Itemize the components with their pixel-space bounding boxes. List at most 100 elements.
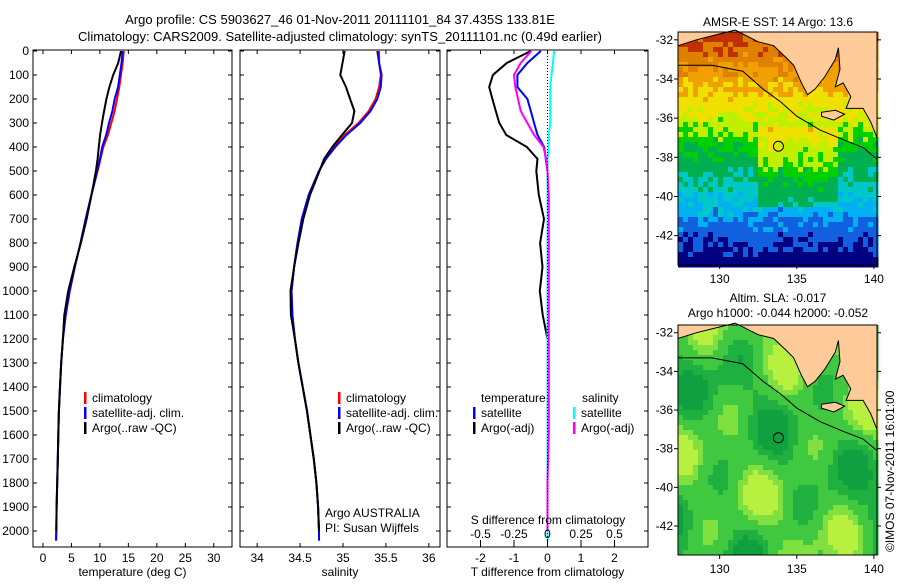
map-cell: [828, 127, 834, 133]
map-cell: [838, 117, 844, 123]
map-cell: [728, 242, 734, 248]
map-cell: [833, 107, 839, 113]
map-cell: [768, 525, 774, 531]
map-cell: [823, 530, 829, 536]
map-cell: [743, 330, 749, 336]
map-cell: [798, 232, 804, 238]
map-cell: [793, 157, 799, 163]
map-cell: [863, 520, 869, 526]
map-cell: [723, 132, 729, 138]
map-cell: [678, 207, 684, 213]
map-cell: [748, 132, 754, 138]
map-cell: [698, 97, 704, 103]
map-cell: [823, 197, 829, 203]
map-cell: [703, 232, 709, 238]
map-cell: [698, 167, 704, 173]
map-cell: [683, 47, 689, 53]
map-cell: [738, 142, 744, 148]
map-cell: [733, 520, 739, 526]
map-cell: [863, 420, 869, 426]
map-cell: [678, 440, 684, 446]
map-cell: [843, 540, 849, 546]
map-cell: [823, 550, 829, 556]
y-tick-label: -32: [656, 326, 674, 340]
map-cell: [698, 395, 704, 401]
map-cell: [753, 152, 759, 158]
map-cell: [813, 385, 819, 391]
map-cell: [838, 445, 844, 451]
map-cell: [693, 445, 699, 451]
map-cell: [828, 410, 834, 416]
map-cell: [758, 465, 764, 471]
map-cell: [753, 212, 759, 218]
map-cell: [798, 157, 804, 163]
map-cell: [748, 395, 754, 401]
map-cell: [873, 137, 879, 143]
map-cell: [698, 152, 704, 158]
map-cell: [743, 107, 749, 113]
map-cell: [688, 102, 694, 108]
map-cell: [708, 227, 714, 233]
map-cell: [873, 242, 879, 248]
map-cell: [798, 465, 804, 471]
map-cell: [763, 227, 769, 233]
map-cell: [768, 405, 774, 411]
map-cell: [828, 202, 834, 208]
map-cell: [738, 525, 744, 531]
map-cell: [843, 232, 849, 238]
map-cell: [698, 470, 704, 476]
map-cell: [808, 430, 814, 436]
map-cell: [778, 515, 784, 521]
map-cell: [693, 117, 699, 123]
map-cell: [823, 172, 829, 178]
map-cell: [733, 92, 739, 98]
sla-map: 130 135 140-32-34-36-38-40-42: [656, 322, 884, 576]
map-cell: [718, 102, 724, 108]
map-cell: [788, 500, 794, 506]
map-cell: [773, 365, 779, 371]
map-cell: [718, 87, 724, 93]
map-cell: [723, 550, 729, 556]
map-cell: [728, 370, 734, 376]
map-cell: [808, 485, 814, 491]
map-cell: [803, 520, 809, 526]
map-cell: [833, 87, 839, 93]
map-cell: [753, 540, 759, 546]
map-cell: [693, 112, 699, 118]
map-cell: [853, 192, 859, 198]
map-cell: [758, 102, 764, 108]
map-cell: [788, 465, 794, 471]
map-cell: [873, 535, 879, 541]
map-cell: [768, 132, 774, 138]
map-cell: [813, 87, 819, 93]
map-cell: [753, 197, 759, 203]
map-cell: [818, 460, 824, 466]
map-cell: [738, 455, 744, 461]
map-cell: [763, 520, 769, 526]
map-cell: [828, 520, 834, 526]
map-cell: [873, 520, 879, 526]
map-cell: [833, 177, 839, 183]
map-cell: [738, 365, 744, 371]
map-cell: [828, 192, 834, 198]
map-cell: [853, 167, 859, 173]
map-cell: [723, 172, 729, 178]
map-cell: [803, 177, 809, 183]
map-cell: [713, 395, 719, 401]
map-cell: [853, 247, 859, 253]
map-cell: [813, 242, 819, 248]
x-tick-label: 130: [710, 272, 730, 286]
map-cell: [788, 167, 794, 173]
map-cell: [823, 147, 829, 153]
map-cell: [833, 192, 839, 198]
map-cell: [783, 112, 789, 118]
legend-label: Argo(-adj): [481, 421, 534, 435]
map-cell: [778, 87, 784, 93]
map-cell: [773, 350, 779, 356]
map-cell: [833, 415, 839, 421]
map-cell: [843, 202, 849, 208]
map-cell: [758, 515, 764, 521]
map-cell: [838, 545, 844, 551]
map-cell: [703, 142, 709, 148]
map-cell: [763, 247, 769, 253]
